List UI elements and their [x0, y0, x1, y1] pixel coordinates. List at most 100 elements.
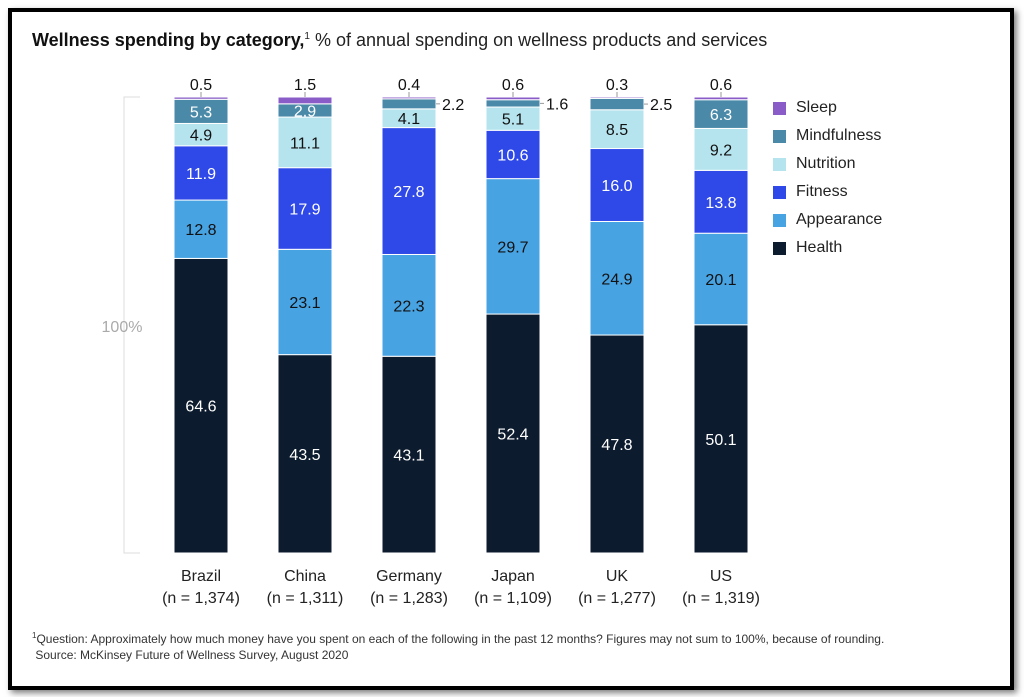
bar-segment-sleep	[277, 96, 333, 105]
data-label-health: 43.1	[393, 448, 424, 465]
legend-label: Nutrition	[796, 155, 856, 172]
data-label-sleep: 0.3	[606, 77, 628, 94]
chart-title: Wellness spending by category,1 % of ann…	[32, 30, 767, 51]
data-label-mindfulness: 2.5	[650, 97, 672, 114]
bar-segment-health	[173, 257, 229, 554]
legend-item-nutrition: Nutrition	[773, 150, 882, 178]
data-label-appearance: 23.1	[289, 295, 320, 312]
x-tick-label: US	[710, 568, 732, 585]
bar-segment-appearance	[277, 248, 333, 356]
bar-segment-sleep	[589, 96, 645, 99]
footnote-mark: 1	[32, 631, 37, 640]
title-footnote-mark: 1	[304, 31, 310, 42]
total-bracket	[123, 96, 140, 554]
legend-item-appearance: Appearance	[773, 206, 882, 234]
legend-swatch	[773, 185, 786, 199]
bar-segment-fitness	[277, 167, 333, 250]
bar-segment-appearance	[173, 199, 229, 259]
legend-item-fitness: Fitness	[773, 178, 882, 206]
sample-size-label: (n = 1,277)	[578, 590, 656, 607]
sample-size-label: (n = 1,283)	[370, 590, 448, 607]
sample-size-label: (n = 1,311)	[267, 590, 344, 607]
data-label-mindfulness: 2.9	[294, 103, 316, 120]
legend-label: Sleep	[796, 99, 837, 116]
data-label-fitness: 10.6	[497, 147, 528, 164]
data-label-fitness: 17.9	[289, 201, 320, 218]
x-tick-label: China	[284, 568, 326, 585]
data-label-mindfulness: 5.3	[190, 104, 212, 121]
data-label-appearance: 20.1	[705, 272, 736, 289]
data-label-nutrition: 8.5	[606, 122, 628, 139]
legend-label: Appearance	[796, 211, 883, 228]
data-label-sleep: 1.5	[294, 77, 316, 94]
sample-size-label: (n = 1,319)	[682, 590, 760, 607]
x-tick-label: Germany	[376, 568, 442, 585]
legend: Sleep Mindfulness Nutrition Fitness Appearan…	[773, 94, 882, 262]
bar-segment-mindfulness	[693, 99, 749, 129]
legend-swatch	[773, 213, 786, 227]
legend-label: Fitness	[796, 183, 848, 200]
data-label-health: 50.1	[705, 432, 736, 449]
footnote-source: Source: McKinsey Future of Wellness Surv…	[35, 648, 349, 662]
total-label: 100%	[102, 319, 143, 336]
chart-subtitle: % of annual spending on wellness product…	[315, 30, 768, 50]
data-label-fitness: 13.8	[705, 195, 736, 212]
legend-swatch	[773, 129, 786, 143]
data-label-fitness: 11.9	[186, 166, 216, 183]
legend-swatch	[773, 101, 786, 115]
bar-segment-health	[277, 354, 333, 554]
data-label-sleep: 0.4	[398, 77, 420, 94]
bar-segment-nutrition	[693, 127, 749, 171]
bar-segment-appearance	[589, 220, 645, 336]
data-label-appearance: 22.3	[393, 298, 424, 315]
data-label-health: 43.5	[289, 447, 320, 464]
bar-segment-sleep	[693, 96, 749, 101]
x-tick-label: UK	[606, 568, 629, 585]
data-label-sleep: 0.5	[190, 77, 212, 94]
data-label-nutrition: 11.1	[290, 135, 320, 152]
bar-segment-nutrition	[277, 116, 333, 169]
data-label-nutrition: 4.1	[398, 111, 420, 128]
data-label-sleep: 0.6	[710, 77, 732, 94]
bar-segment-health	[381, 355, 437, 554]
bar-segment-sleep	[173, 96, 229, 100]
data-label-nutrition: 5.1	[502, 112, 524, 129]
data-label-sleep: 0.6	[502, 77, 524, 94]
sample-size-label: (n = 1,109)	[474, 590, 552, 607]
legend-label: Health	[796, 239, 843, 256]
data-label-appearance: 12.8	[185, 222, 216, 239]
data-label-appearance: 29.7	[497, 239, 528, 256]
footnote: 1Question: Approximately how much money …	[32, 628, 884, 663]
bar-segment-health	[485, 313, 541, 554]
x-tick-label: Japan	[491, 568, 535, 585]
data-label-nutrition: 4.9	[190, 128, 212, 145]
bar-segment-fitness	[173, 145, 229, 201]
bar-segment-mindfulness	[485, 99, 541, 108]
data-label-mindfulness: 6.3	[710, 107, 732, 124]
x-tick-label: Brazil	[181, 568, 221, 585]
legend-item-health: Health	[773, 234, 882, 262]
bar-segment-sleep	[381, 96, 437, 100]
data-label-mindfulness: 1.6	[546, 96, 568, 113]
data-label-mindfulness: 2.2	[442, 97, 464, 114]
bar-segment-fitness	[381, 127, 437, 255]
data-label-health: 52.4	[497, 427, 528, 444]
bar-segment-mindfulness	[173, 98, 229, 124]
bar-segment-appearance	[693, 232, 749, 326]
data-label-fitness: 16.0	[601, 178, 632, 195]
bar-segment-mindfulness	[589, 97, 645, 111]
data-label-fitness: 27.8	[393, 184, 424, 201]
legend-label: Mindfulness	[796, 127, 882, 144]
data-label-nutrition: 9.2	[710, 142, 732, 159]
legend-swatch	[773, 241, 786, 255]
legend-item-mindfulness: Mindfulness	[773, 122, 882, 150]
bar-segment-mindfulness	[381, 98, 437, 110]
bar-segment-nutrition	[589, 109, 645, 150]
data-label-health: 47.8	[601, 437, 632, 454]
sample-size-label: (n = 1,374)	[162, 590, 240, 607]
title-bold: Wellness spending by category,	[32, 30, 305, 50]
legend-swatch	[773, 157, 786, 171]
data-label-health: 64.6	[185, 399, 216, 416]
bar-segment-appearance	[485, 178, 541, 315]
